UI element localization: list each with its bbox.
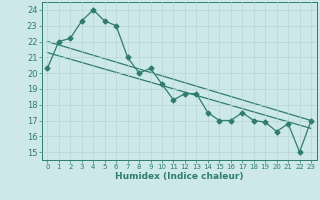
X-axis label: Humidex (Indice chaleur): Humidex (Indice chaleur) — [115, 172, 244, 181]
